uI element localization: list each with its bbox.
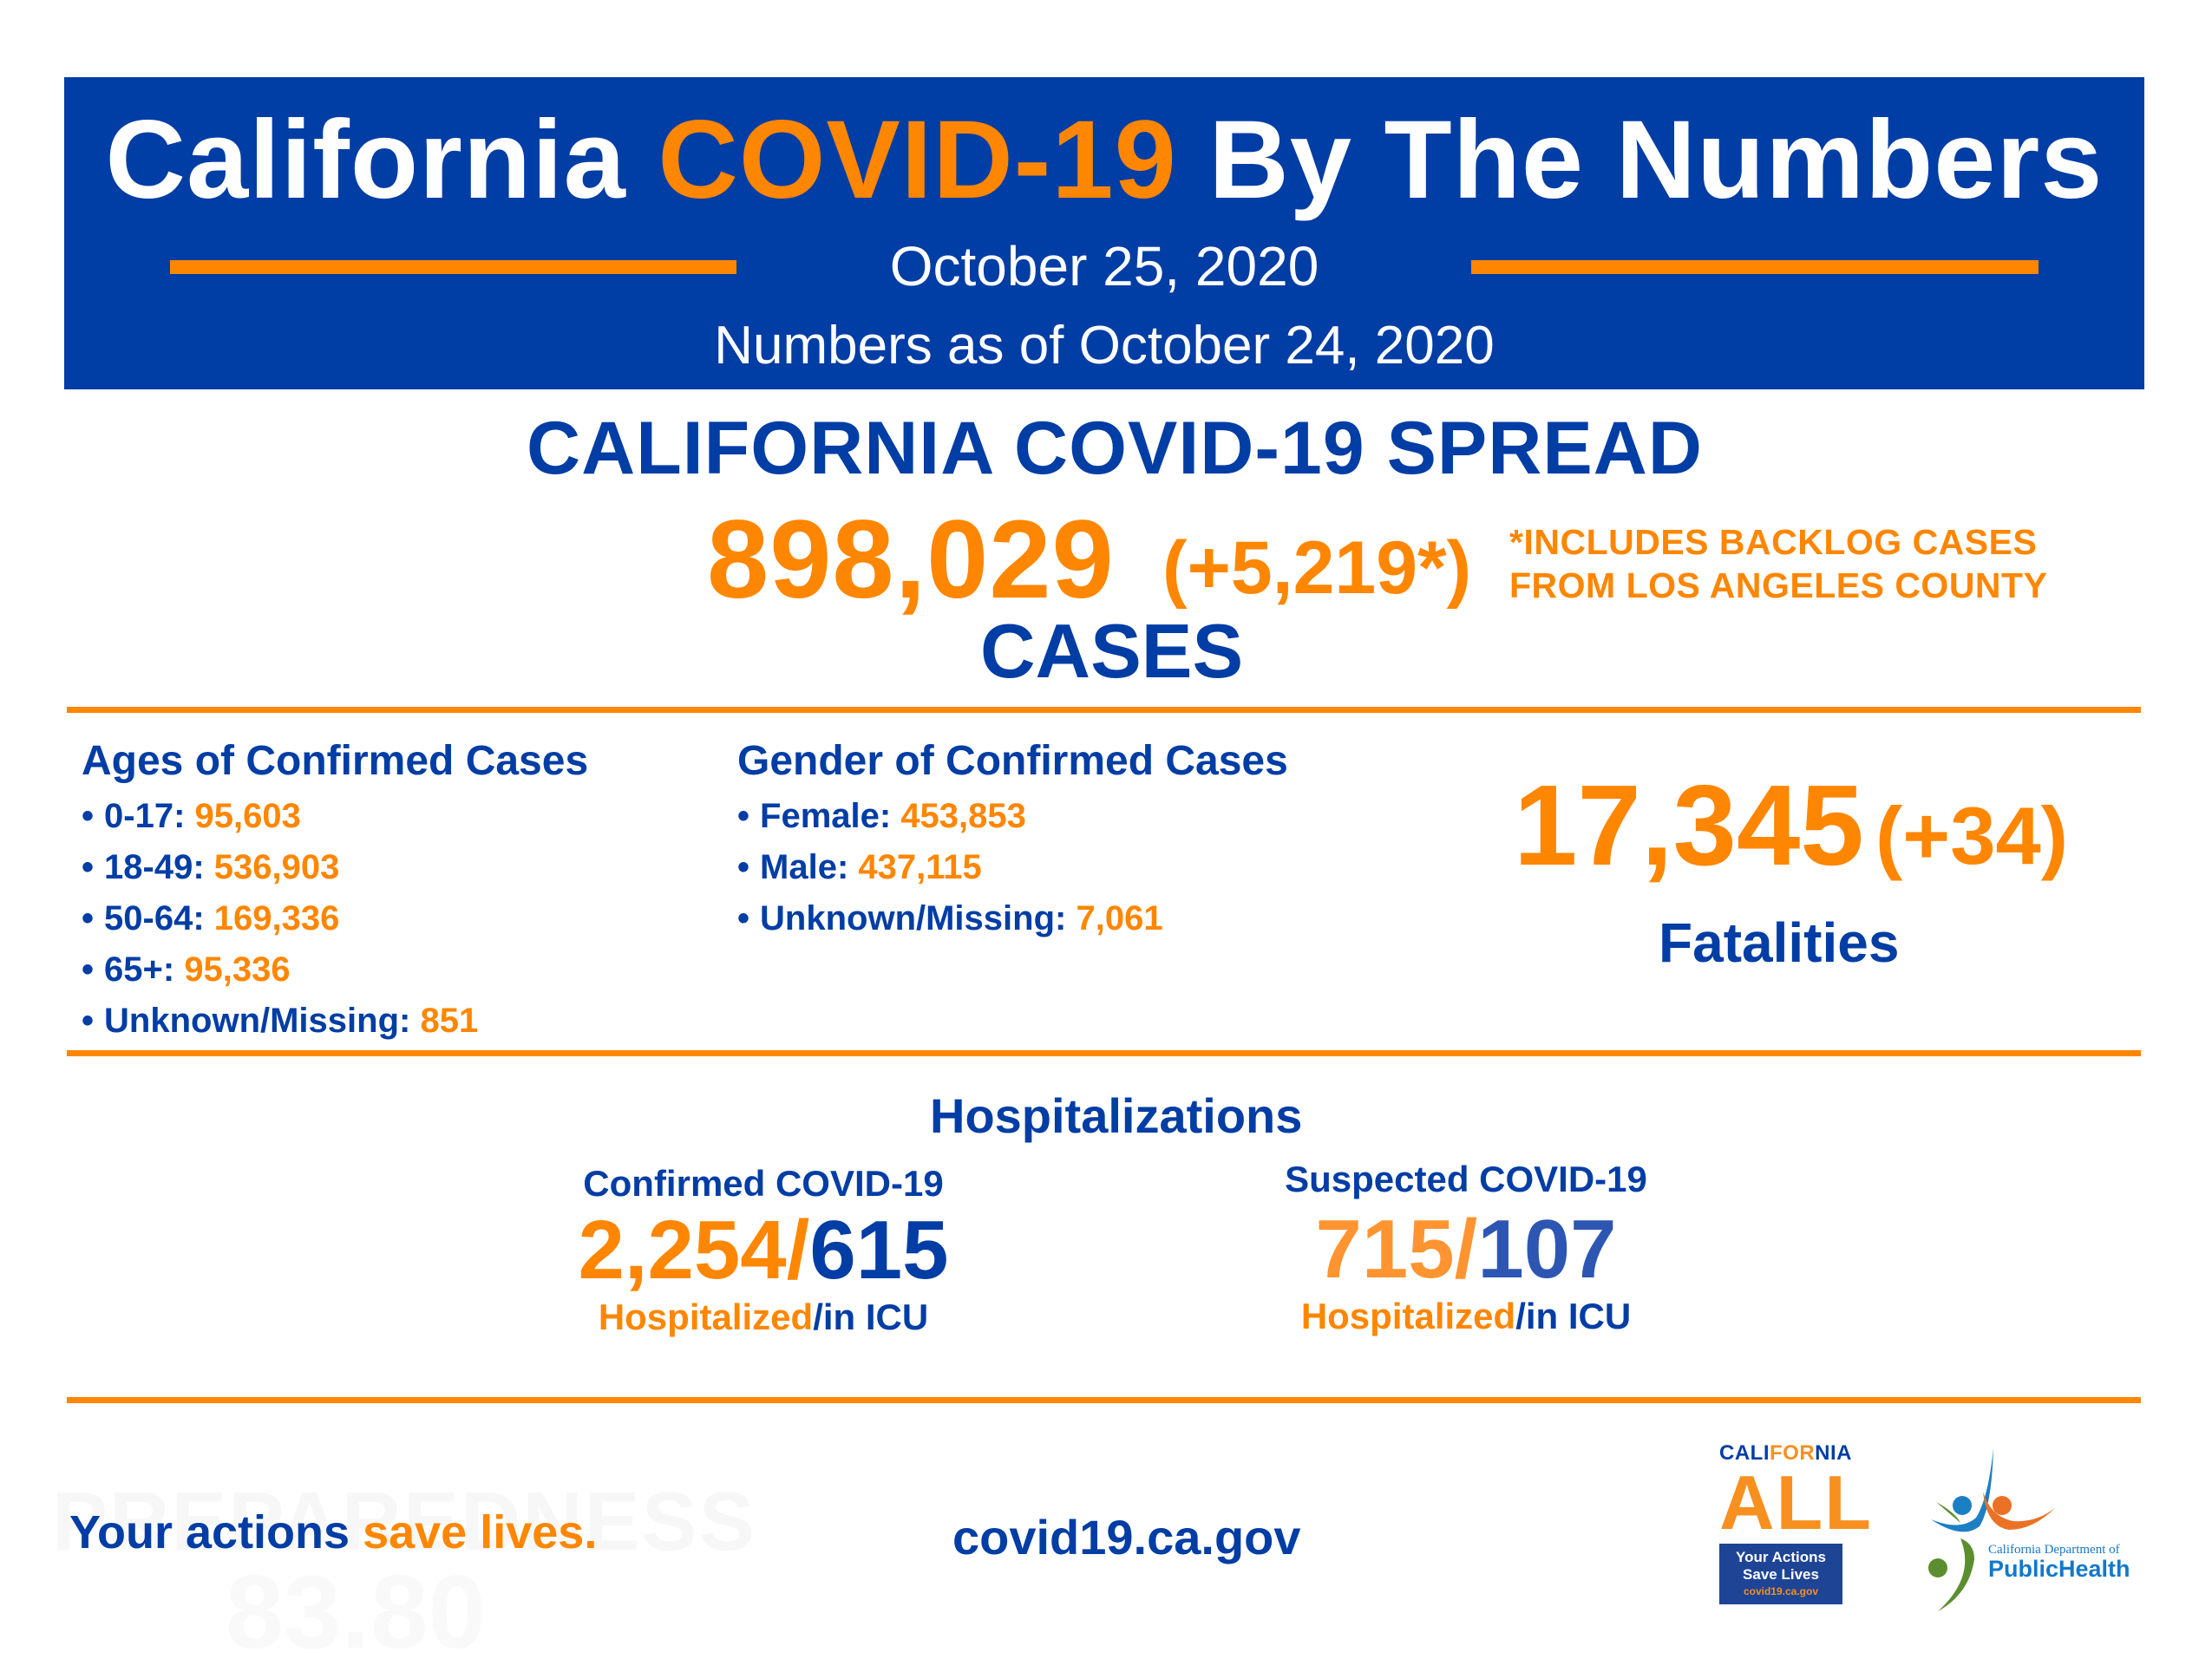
california-for-all-logo: CALIFORNIA ALL Your Actions Save Lives c… [1719,1441,1874,1604]
list-item: • 18-49: 536,903 [82,848,340,886]
banner-rule-left [170,260,736,274]
fatalities-total: 17,345 [1514,761,1864,889]
list-item: • 50-64: 169,336 [82,899,340,937]
bullet-icon: • [737,797,750,835]
gender-section: Gender of Confirmed Cases • Female: 453,8… [737,735,1288,944]
hospitalizations-heading: Hospitalizations [930,1088,1303,1143]
confirmed-counts: 2,254/615 [578,1204,949,1296]
footnote-line-2: FROM LOS ANGELES COUNTY [1509,565,2048,605]
list-item: • 65+: 95,336 [82,950,291,989]
cdph-logo: California Department of PublicHealth [1926,1447,2186,1611]
title-highlight: COVID-19 [658,98,1177,222]
ages-list: • 0-17: 95,603 • 18-49: 536,903 • 50-64: 16… [82,791,588,1047]
logo-box: Your Actions Save Lives covid19.ca.gov [1719,1544,1842,1604]
ghost-watermark-number: 83.80 [226,1554,487,1670]
suspected-caption: Hospitalized/in ICU [1300,1296,1632,1336]
bullet-icon: • [737,899,750,937]
confirmed-caption: Hospitalized/in ICU [598,1296,929,1337]
ages-section: Ages of Confirmed Cases • 0-17: 95,603 • 1… [82,735,588,1047]
bullet-icon: • [82,848,95,886]
logo-all: ALL [1719,1460,1874,1545]
report-date: October 25, 2020 [889,235,1319,297]
suspected-hospitalizations: Suspected COVID-19 715/107 Hospitalized/… [1240,1158,1692,1338]
section-divider [67,1397,2141,1403]
bullet-icon: • [82,899,95,937]
confirmed-icu: 615 [809,1204,949,1296]
website-link[interactable]: covid19.ca.gov [952,1510,1301,1564]
suspected-label: Suspected COVID-19 [1285,1159,1647,1199]
backlog-footnote: *INCLUDES BACKLOG CASES FROM LOS ANGELES… [1509,520,2047,607]
confirmed-hospitalizations: Confirmed COVID-19 2,254/615 Hospitalize… [538,1162,989,1339]
footnote-line-1: *INCLUDES BACKLOG CASES [1509,522,2038,562]
ghost-watermark-text: PREPAREDNESS [52,1475,756,1568]
fatalities-delta: (+34) [1875,790,2069,881]
bullet-icon: • [82,1002,95,1040]
cases-delta: (+5,219*) [1162,526,1472,610]
list-item: • Female: 453,853 [737,797,1026,835]
list-item: • Unknown/Missing: 851 [82,1002,479,1040]
cases-label: CASES [980,608,1244,694]
bullet-icon: • [82,797,95,835]
header-banner: California COVID-19 By The Numbers Octob… [64,77,2144,389]
list-item: • Male: 437,115 [737,848,982,886]
gender-list: • Female: 453,853 • Male: 437,115 • Unknown… [737,791,1288,944]
tagline: Your actions save lives. [69,1506,598,1558]
confirmed-label: Confirmed COVID-19 [583,1163,944,1204]
data-as-of-date: Numbers as of October 24, 2020 [714,316,1495,376]
page-title: California COVID-19 By The Numbers [64,98,2144,222]
suspected-icu: 107 [1477,1203,1617,1296]
title-prefix: California [105,98,626,222]
confirmed-hospitalized: 2,254 [578,1204,787,1296]
section-divider [67,707,2141,713]
title-suffix: By The Numbers [1208,98,2104,222]
suspected-counts: 715/107 [1315,1203,1617,1296]
bullet-icon: • [82,950,95,989]
spread-heading: CALIFORNIA COVID-19 SPREAD [527,407,1703,490]
fatalities-label: Fatalities [1659,911,1900,974]
suspected-hospitalized: 715 [1315,1203,1455,1296]
ages-title: Ages of Confirmed Cases [82,738,589,784]
gender-title: Gender of Confirmed Cases [737,738,1288,784]
total-cases: 898,029 [707,498,1115,622]
cdph-line-2: PublicHealth [1988,1556,2130,1582]
banner-rule-right [1471,260,2039,274]
list-item: • 0-17: 95,603 [82,797,301,835]
bullet-icon: • [737,848,750,886]
section-divider [67,1050,2141,1056]
cdph-line-1: California Department of [1988,1543,2120,1557]
list-item: • Unknown/Missing: 7,061 [737,899,1163,937]
people-figures-icon [1928,1448,2056,1611]
logo-wordmark: CALIFORNIA [1719,1441,1853,1465]
